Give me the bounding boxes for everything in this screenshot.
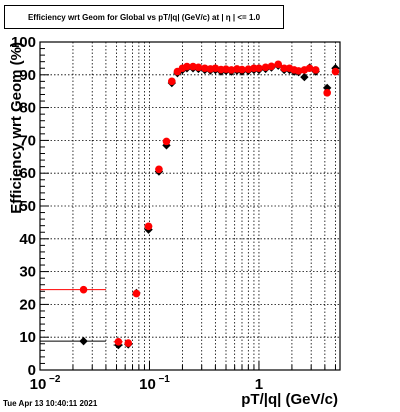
- data-point: [238, 65, 246, 74]
- series-black: [40, 61, 340, 350]
- plot-frame: [39, 41, 341, 371]
- data-point: [194, 63, 203, 72]
- y-tick-label: 90: [19, 67, 36, 84]
- y-tick-label: 0: [28, 362, 36, 379]
- data-point: [79, 285, 88, 294]
- data-point: [227, 66, 236, 74]
- data-point: [132, 289, 141, 298]
- data-point: [255, 64, 263, 73]
- data-point: [144, 222, 153, 231]
- x-tick-label-exponent: −2: [49, 374, 61, 385]
- series-red: [40, 60, 340, 347]
- data-point: [114, 337, 123, 346]
- data-point: [331, 67, 340, 76]
- data-point: [261, 63, 270, 72]
- y-tick-labels: 0 10 20 30 40 50 60 70 80 90 100: [11, 34, 36, 379]
- x-tick-label: 10: [139, 376, 156, 393]
- x-tick-labels: 10 −2 10 −1 1: [30, 374, 263, 393]
- y-tick-label: 100: [11, 34, 36, 51]
- data-point: [323, 89, 331, 97]
- data-point: [124, 339, 133, 347]
- data-point: [183, 62, 191, 71]
- y-axis-label: Efficiency wrt Geom (%): [8, 42, 25, 214]
- y-tick-label: 60: [19, 165, 36, 182]
- y-tick-label: 10: [19, 329, 36, 346]
- y-tick-label: 80: [19, 100, 36, 117]
- data-point: [168, 77, 176, 86]
- chart-title-box: Efficiency wrt Geom for Global vs pT/|q|…: [4, 5, 284, 29]
- data-point: [311, 66, 320, 74]
- y-tick-label: 40: [19, 231, 36, 248]
- data-series: [40, 60, 340, 350]
- x-axis-label: pT/|q| (GeV/c): [241, 391, 338, 408]
- data-point: [300, 72, 309, 82]
- y-tick-label: 30: [19, 264, 36, 281]
- x-tick-label: 1: [255, 376, 263, 393]
- axis-ticks: [39, 41, 336, 371]
- timestamp: Tue Apr 13 10:40:11 2021: [3, 399, 98, 408]
- data-point: [280, 64, 288, 73]
- data-point: [267, 62, 276, 71]
- y-tick-label: 70: [19, 132, 36, 149]
- chart-title: Efficiency wrt Geom for Global vs pT/|q|…: [27, 12, 261, 22]
- data-point: [79, 336, 88, 346]
- data-point: [200, 64, 209, 73]
- grid-lines: [40, 42, 340, 370]
- y-tick-label: 50: [19, 198, 36, 215]
- y-tick-label: 20: [19, 296, 36, 313]
- data-point: [162, 137, 171, 146]
- plot-area-border: [39, 41, 341, 371]
- data-point: [155, 165, 163, 174]
- x-tick-label: 10: [30, 376, 47, 393]
- data-point: [294, 67, 303, 75]
- x-tick-label-exponent: −1: [158, 374, 170, 385]
- data-point: [274, 60, 283, 69]
- data-point: [305, 64, 314, 73]
- data-point: [244, 65, 253, 74]
